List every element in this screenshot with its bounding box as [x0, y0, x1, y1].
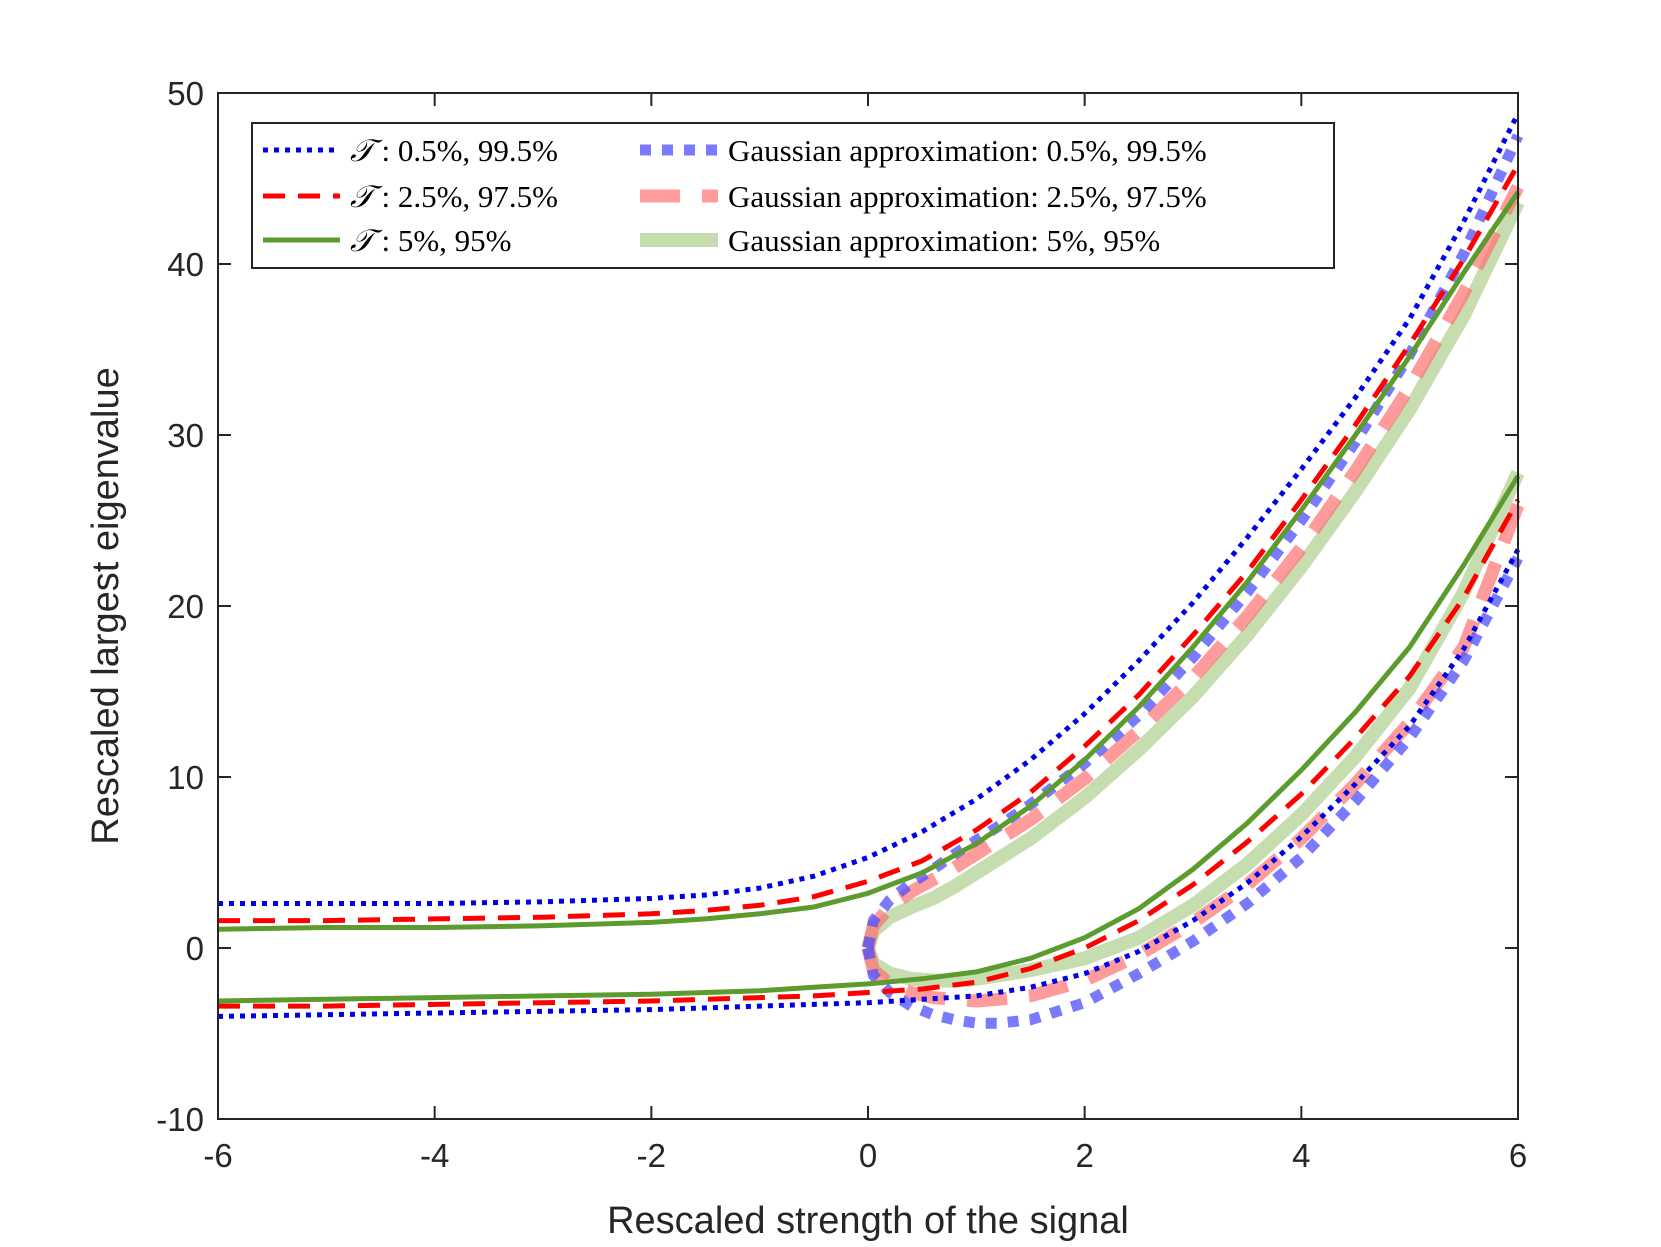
series-layer: [217, 112, 1525, 1029]
y-tick-label: 20: [167, 588, 204, 625]
series-G975-upper: [861, 184, 1524, 950]
x-tick-label: -4: [420, 1137, 449, 1174]
series-T95-upper: [217, 190, 1521, 932]
series-G975-lower: [861, 502, 1525, 1008]
series-G995-lower: [862, 555, 1523, 1029]
y-tick-label: 30: [167, 417, 204, 454]
x-tick-label: -6: [203, 1137, 232, 1174]
y-tick-label: 0: [186, 930, 204, 967]
series-G995-upper: [862, 133, 1523, 950]
series-G95-upper: [861, 199, 1525, 951]
y-tick-label: 10: [167, 759, 204, 796]
legend-label-T975: 𝒯 : 2.5%, 97.5%: [350, 179, 558, 214]
y-tick-label: 50: [167, 75, 204, 112]
x-tick-label: 4: [1292, 1137, 1310, 1174]
x-axis-label: Rescaled strength of the signal: [607, 1200, 1129, 1242]
legend-label-G975: Gaussian approximation: 2.5%, 97.5%: [728, 179, 1207, 214]
series-T975-lower: [218, 498, 1521, 1009]
legend-label-G95: Gaussian approximation: 5%, 95%: [728, 223, 1160, 258]
legend: 𝒯 : 0.5%, 99.5% 𝒯 : 2.5%, 97.5% 𝒯 : 5%, 95…: [251, 122, 1335, 269]
legend-label-G995: Gaussian approximation: 0.5%, 99.5%: [728, 133, 1207, 168]
x-tick-label: 2: [1075, 1137, 1093, 1174]
x-tick-label: 0: [859, 1137, 877, 1174]
series-T995-lower: [217, 548, 1521, 1019]
series-T95-lower: [217, 474, 1521, 1004]
legend-label-T995: 𝒯 : 0.5%, 99.5%: [350, 133, 558, 168]
y-tick-label: -10: [156, 1101, 204, 1138]
y-tick-label: 40: [167, 246, 204, 283]
x-tick-label: -2: [637, 1137, 666, 1174]
legend-box: [251, 122, 1335, 269]
y-axis-label: Rescaled largest eigenvalue: [85, 367, 127, 844]
legend-label-T95: 𝒯 : 5%, 95%: [350, 223, 512, 258]
tick-layer: -6 -4 -2 0 2 4 6 -10 0 10 20 30 40 50: [156, 75, 1527, 1174]
x-tick-label: 6: [1509, 1137, 1527, 1174]
series-T975-upper: [218, 163, 1521, 924]
